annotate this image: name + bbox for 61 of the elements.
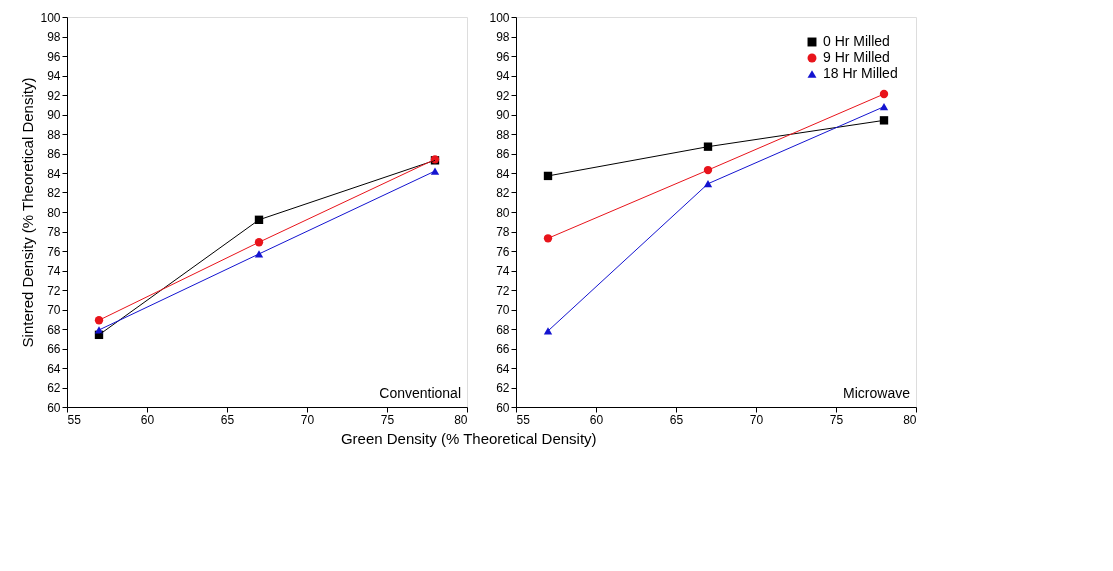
- x-tick-label: 70: [749, 412, 764, 427]
- y-tick-label: 86: [496, 147, 510, 161]
- y-tick-label: 72: [496, 283, 510, 298]
- legend-label: 9 Hr Milled: [823, 49, 890, 65]
- y-tick-label: 68: [47, 322, 61, 337]
- y-tick-label: 90: [496, 108, 510, 122]
- y-tick-label: 88: [47, 127, 61, 142]
- y-tick-label: 98: [496, 30, 510, 44]
- y-tick-label: 60: [496, 400, 510, 415]
- x-tick-label: 80: [903, 412, 917, 427]
- y-tick-label: 84: [47, 166, 61, 181]
- y-tick-label: 74: [496, 264, 510, 278]
- x-tick-label: 60: [589, 412, 604, 427]
- annotation: Microwave: [843, 385, 911, 401]
- y-tick-label: 82: [47, 186, 61, 200]
- x-tick-label: 75: [829, 412, 844, 427]
- y-tick-label: 80: [496, 205, 510, 220]
- x-tick-label: 70: [300, 412, 315, 427]
- x-tick-label: 65: [669, 412, 684, 427]
- y-tick-label: 70: [47, 303, 61, 317]
- y-tick-label: 98: [47, 30, 61, 44]
- y-tick-label: 70: [496, 303, 510, 317]
- y-tick-label: 100: [489, 10, 510, 25]
- x-tick-label: 75: [380, 412, 395, 427]
- y-tick-label: 90: [47, 108, 61, 122]
- y-tick-label: 80: [47, 205, 61, 220]
- y-tick-label: 66: [47, 342, 61, 356]
- y-tick-label: 62: [496, 381, 510, 395]
- y-tick-label: 64: [47, 361, 61, 376]
- y-tick-label: 76: [47, 244, 61, 259]
- annotation: Conventional: [379, 385, 461, 401]
- y-tick-label: 94: [47, 69, 61, 83]
- x-tick-label: 55: [516, 412, 531, 427]
- y-axis-title: Sintered Density (% Theoretical Density): [19, 77, 37, 348]
- x-tick-label: 80: [454, 412, 468, 427]
- y-tick-label: 64: [496, 361, 510, 376]
- x-tick-label: 60: [140, 412, 155, 427]
- y-tick-label: 88: [496, 127, 510, 142]
- legend-label: 18 Hr Milled: [823, 65, 898, 81]
- y-tick-label: 100: [40, 10, 61, 25]
- y-tick-label: 76: [496, 244, 510, 259]
- y-tick-label: 92: [496, 88, 510, 103]
- x-tick-label: 55: [67, 412, 82, 427]
- y-tick-label: 60: [47, 400, 61, 415]
- y-tick-label: 96: [496, 49, 510, 64]
- y-tick-label: 66: [496, 342, 510, 356]
- legend-label: 0 Hr Milled: [823, 33, 890, 49]
- y-tick-label: 86: [47, 147, 61, 161]
- x-axis-title: Green Density (% Theoretical Density): [340, 429, 597, 447]
- y-tick-label: 84: [496, 166, 510, 181]
- x-tick-label: 65: [220, 412, 235, 427]
- y-tick-label: 96: [47, 49, 61, 64]
- y-tick-label: 94: [496, 69, 510, 83]
- y-tick-label: 78: [47, 225, 61, 239]
- y-tick-label: 62: [47, 381, 61, 395]
- y-tick-label: 82: [496, 186, 510, 200]
- y-tick-label: 68: [496, 322, 510, 337]
- y-tick-label: 92: [47, 88, 61, 103]
- y-tick-label: 72: [47, 283, 61, 298]
- y-tick-label: 74: [47, 264, 61, 278]
- y-tick-label: 78: [496, 225, 510, 239]
